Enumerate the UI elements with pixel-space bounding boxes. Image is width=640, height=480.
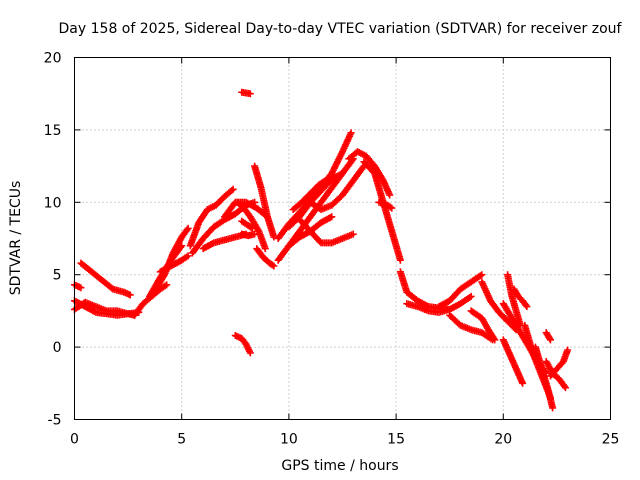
data-point	[270, 262, 278, 270]
series-arc8	[156, 252, 192, 276]
data-point	[328, 213, 336, 221]
y-tick-label: 0	[53, 340, 62, 356]
x-tick-label: 15	[387, 432, 405, 448]
y-tick-label: 15	[44, 123, 62, 139]
data-point	[349, 230, 357, 238]
data-point	[476, 272, 484, 280]
data-point	[388, 204, 396, 212]
series-arc26	[306, 162, 368, 214]
series-arc1	[71, 281, 85, 292]
plot-frame	[74, 57, 611, 420]
series-arc38	[510, 285, 531, 311]
series-arc13	[238, 217, 256, 232]
data-point	[184, 252, 192, 260]
data-point	[467, 292, 475, 300]
data-point	[549, 404, 557, 412]
series-arc23	[289, 175, 331, 214]
series-arc43	[546, 346, 572, 380]
axis-ticks: 0 5 10 15 20 25 -5 0 5 10 15 20	[44, 51, 620, 448]
series-arc28	[360, 158, 404, 264]
data-point	[466, 293, 474, 301]
series-arc5	[131, 281, 171, 319]
series-arc18	[238, 88, 254, 98]
data-point	[90, 308, 98, 316]
data-point	[560, 382, 568, 390]
data-point	[228, 186, 236, 194]
data-point	[337, 170, 345, 178]
data-point	[229, 185, 237, 193]
series-arc9	[186, 185, 237, 250]
data-point	[491, 336, 499, 344]
grid	[74, 57, 611, 420]
data-point	[478, 271, 486, 279]
data-point	[564, 346, 572, 354]
data-point	[247, 223, 255, 231]
y-tick-label: 10	[44, 195, 62, 211]
data-point	[490, 334, 498, 342]
series-arc3	[71, 297, 143, 319]
series-arc19	[231, 332, 254, 357]
data-point	[126, 291, 134, 299]
data-point	[359, 164, 367, 172]
x-axis-label: GPS time / hours	[281, 458, 398, 474]
series-arc29	[375, 198, 396, 212]
y-axis-label: SDTVAR / TECUs	[8, 181, 24, 296]
data-point	[261, 245, 269, 253]
data-point	[183, 226, 191, 234]
chart-title: Day 158 of 2025, Sidereal Day-to-day VTE…	[59, 21, 623, 37]
series-arc33	[446, 311, 497, 344]
x-tick-label: 25	[602, 432, 620, 448]
y-tick-label: -5	[48, 413, 62, 429]
series-arc32	[435, 271, 486, 311]
data-point	[326, 214, 334, 222]
x-tick-label: 5	[177, 432, 186, 448]
data-point	[523, 303, 531, 311]
y-tick-label: 5	[53, 268, 62, 284]
x-tick-label: 0	[70, 432, 79, 448]
data-point	[77, 284, 85, 292]
series-arc4	[77, 259, 134, 299]
data-point	[246, 90, 254, 98]
series-arc12	[221, 198, 271, 221]
series-arc41	[531, 343, 557, 412]
series-arc39	[499, 336, 527, 387]
data-point	[246, 349, 254, 357]
x-tick-label: 10	[280, 432, 298, 448]
data-point	[268, 261, 276, 269]
data-point	[396, 256, 404, 264]
data-point	[522, 301, 530, 309]
x-tick-label: 20	[494, 432, 512, 448]
data-point	[347, 129, 355, 137]
data-point	[163, 281, 171, 289]
data-point	[386, 191, 394, 199]
series-arc16	[251, 162, 278, 241]
data-point	[519, 379, 527, 387]
data-point	[322, 176, 330, 184]
data-point	[208, 240, 216, 248]
series-arc15	[233, 198, 269, 253]
data-point	[546, 336, 554, 344]
series-arc25	[296, 216, 357, 247]
series-arc31	[403, 292, 475, 316]
data-point	[339, 169, 346, 177]
y-tick-label: 20	[44, 51, 62, 67]
series-arc17	[253, 245, 278, 270]
data-marks	[71, 88, 572, 412]
data-point	[184, 224, 192, 232]
series-arc27	[345, 148, 394, 199]
series-arc34	[467, 307, 499, 344]
data-point	[323, 175, 331, 183]
data-point	[561, 384, 569, 392]
series-arc44	[542, 329, 554, 344]
data-point	[546, 334, 554, 342]
data-point	[386, 203, 394, 211]
